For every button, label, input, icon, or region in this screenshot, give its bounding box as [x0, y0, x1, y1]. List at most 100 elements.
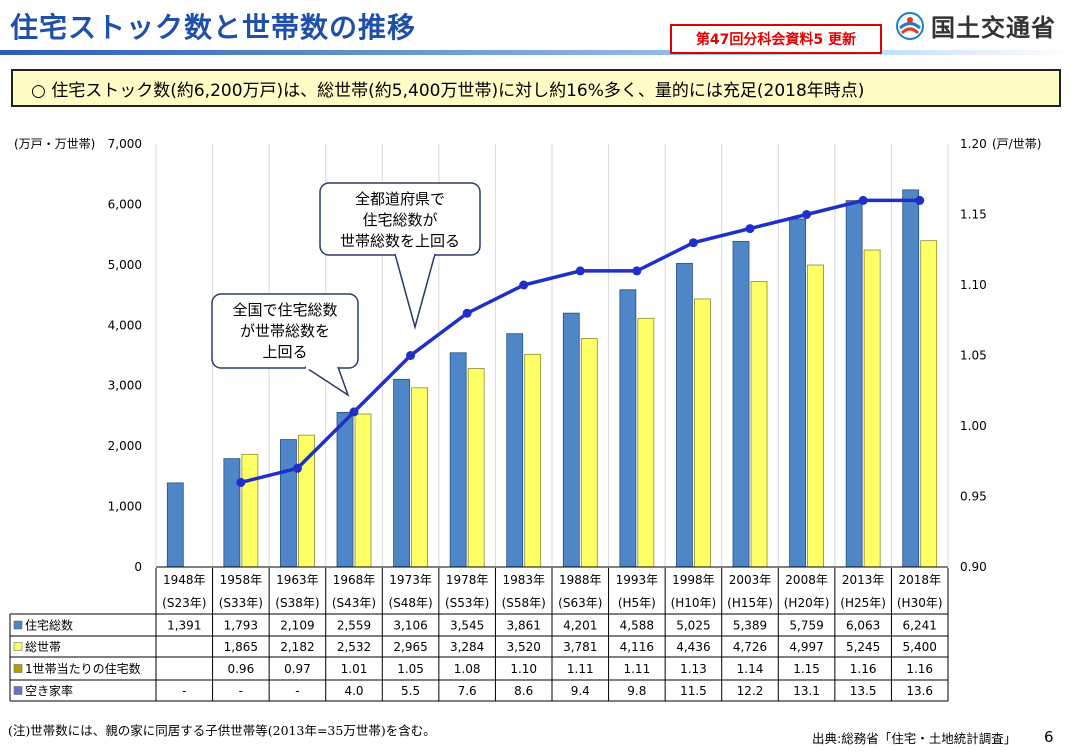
bar-households: [524, 353, 542, 568]
x-tick-label: 1968年: [333, 573, 376, 587]
bar-households: [411, 387, 428, 568]
ministry-name: 国土交通省: [931, 14, 1056, 42]
ratio-point: [406, 351, 416, 360]
x-tick-era-label: (H5年): [618, 596, 656, 610]
table-cell: 4,201: [563, 619, 597, 633]
x-tick-era-label: (S33年): [219, 596, 263, 610]
ratio-point: [632, 266, 642, 276]
right-tick-label: 1.20: [960, 137, 987, 151]
ratio-point: [745, 224, 755, 234]
ratio-point: [688, 238, 698, 248]
ratio-point: [462, 308, 472, 318]
table-cell: 3,284: [450, 640, 484, 654]
left-tick-label: 3,000: [108, 379, 142, 393]
table-cell: 5,245: [846, 640, 880, 654]
table-cell: 8.6: [514, 684, 533, 698]
title-underline: [0, 50, 1073, 55]
legend-key: [13, 686, 23, 695]
housing-stock-chart: 0 1,000 2,000 3,000 4,000 5,000 6,000 7,000 (万戸・…: [9, 137, 1041, 702]
table-cell: 1.01: [341, 662, 368, 676]
ratio-point: [519, 280, 529, 290]
table-cell: 0.96: [227, 662, 254, 676]
ratio-line: [236, 195, 925, 487]
x-tick-label: 2013年: [842, 573, 885, 587]
callout-box: [211, 293, 359, 369]
table-cell: 6,241: [903, 619, 937, 633]
ratio-point: [575, 266, 585, 276]
bar-households: [807, 264, 824, 568]
table-cell: 9.8: [627, 684, 646, 698]
left-tick-label: 0: [134, 560, 142, 574]
right-tick-label: 0.90: [960, 560, 987, 574]
table-cell: 2,559: [337, 619, 371, 633]
bar-households: [241, 453, 259, 568]
page-number: 6: [1044, 728, 1054, 746]
table-cell: 1,391: [167, 619, 201, 633]
table-cell: 12.2: [737, 684, 764, 698]
table-cell: 1,865: [224, 640, 258, 654]
right-tick-label: 1.05: [960, 349, 987, 363]
x-tick-era-label: (H25年): [840, 596, 886, 610]
callout-pointer: [304, 366, 350, 397]
bar-housing-stock: [393, 378, 410, 568]
bar-housing-stock: [732, 240, 750, 568]
footnote: (注)世帯数には、親の家に同居する子供世帯等(2013年=35万世帯)を含む。: [8, 723, 436, 738]
bar-households: [694, 298, 711, 568]
bar-housing-stock: [619, 289, 637, 568]
ratio-point: [292, 463, 302, 473]
source-note: 出典:総務省「住宅・土地統計調査」: [812, 731, 1017, 746]
ratio-point: [802, 210, 812, 219]
table-cell: 1.16: [906, 662, 933, 676]
bar-housing-stock: [449, 352, 467, 568]
bar-housing-stock: [336, 411, 354, 568]
bar-households: [580, 338, 598, 568]
x-tick-label: 1998年: [672, 573, 715, 587]
legend-key: [13, 642, 23, 651]
bar-housing-stock: [845, 200, 863, 568]
x-tick-era-label: (H30年): [897, 596, 943, 610]
x-tick-label: 1963年: [276, 573, 319, 587]
table-cell: 4.0: [344, 684, 363, 698]
right-tick-label: 1.10: [960, 278, 987, 292]
callout-text: 全国で住宅総数: [232, 301, 337, 319]
x-tick-era-label: (H15年): [727, 596, 773, 610]
table-cell: 3,781: [563, 640, 597, 654]
bar-households: [863, 249, 881, 568]
right-tick-label: 0.95: [960, 490, 987, 504]
x-tick-label: 1958年: [220, 573, 263, 587]
table-cell: 13.1: [793, 684, 820, 698]
left-tick-label: 2,000: [108, 439, 142, 453]
x-tick-label: 1978年: [446, 573, 489, 587]
table-cell: -: [182, 684, 186, 698]
bar-housing-stock: [902, 189, 920, 568]
bar-households: [920, 240, 938, 568]
mlit-logo-icon: [896, 11, 924, 40]
table-cell: 0.97: [284, 662, 311, 676]
bar-housing-stock: [789, 218, 806, 568]
table-cell: 4,436: [676, 640, 710, 654]
bar-households: [750, 281, 768, 568]
data-table: 1948年 (S23年) 1958年 (S33年) 1963年 (S38年) 1968年 (S…: [9, 568, 949, 702]
left-tick-label: 4,000: [108, 318, 142, 332]
x-tick-era-label: (S63年): [558, 596, 602, 610]
callout-text: 全都道府県で: [355, 190, 445, 208]
left-tick-label: 6,000: [108, 197, 142, 211]
bar-housing-stock: [506, 333, 524, 568]
table-cell: 3,520: [507, 640, 541, 654]
bar-housing-stock: [166, 482, 184, 568]
x-tick-label: 2008年: [785, 573, 828, 587]
ratio-point: [858, 195, 868, 205]
callout-text: 世帯総数を上回る: [340, 232, 460, 250]
table-cell: 4,116: [620, 640, 654, 654]
table-cell: 4,726: [733, 640, 767, 654]
x-tick-era-label: (H20年): [784, 596, 830, 610]
bar-housing-stock: [676, 262, 693, 568]
table-cell: 13.5: [850, 684, 877, 698]
table-cell: 1.11: [567, 662, 594, 676]
table-cell: 9.4: [571, 684, 590, 698]
left-axis-label: (万戸・万世帯): [14, 137, 95, 151]
x-tick-era-label: (S38年): [275, 596, 319, 610]
x-tick-label: 1973年: [389, 573, 432, 587]
table-cell: 1.10: [510, 662, 537, 676]
